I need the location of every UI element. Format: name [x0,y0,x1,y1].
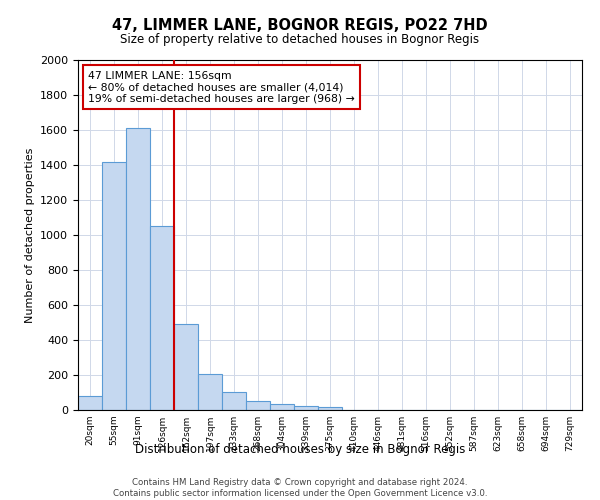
Text: Contains HM Land Registry data © Crown copyright and database right 2024.
Contai: Contains HM Land Registry data © Crown c… [113,478,487,498]
Text: Distribution of detached houses by size in Bognor Regis: Distribution of detached houses by size … [135,442,465,456]
Bar [126,128,150,410]
Bar [198,374,222,410]
Y-axis label: Number of detached properties: Number of detached properties [25,148,35,322]
Bar [294,406,318,410]
Bar [150,226,174,410]
Bar [222,392,246,410]
Bar [174,324,198,410]
Bar [318,406,342,410]
Bar [78,396,102,410]
Bar [246,401,270,410]
Bar [102,162,126,410]
Text: Size of property relative to detached houses in Bognor Regis: Size of property relative to detached ho… [121,32,479,46]
Bar [270,404,294,410]
Text: 47 LIMMER LANE: 156sqm
← 80% of detached houses are smaller (4,014)
19% of semi-: 47 LIMMER LANE: 156sqm ← 80% of detached… [88,70,355,104]
Text: 47, LIMMER LANE, BOGNOR REGIS, PO22 7HD: 47, LIMMER LANE, BOGNOR REGIS, PO22 7HD [112,18,488,32]
